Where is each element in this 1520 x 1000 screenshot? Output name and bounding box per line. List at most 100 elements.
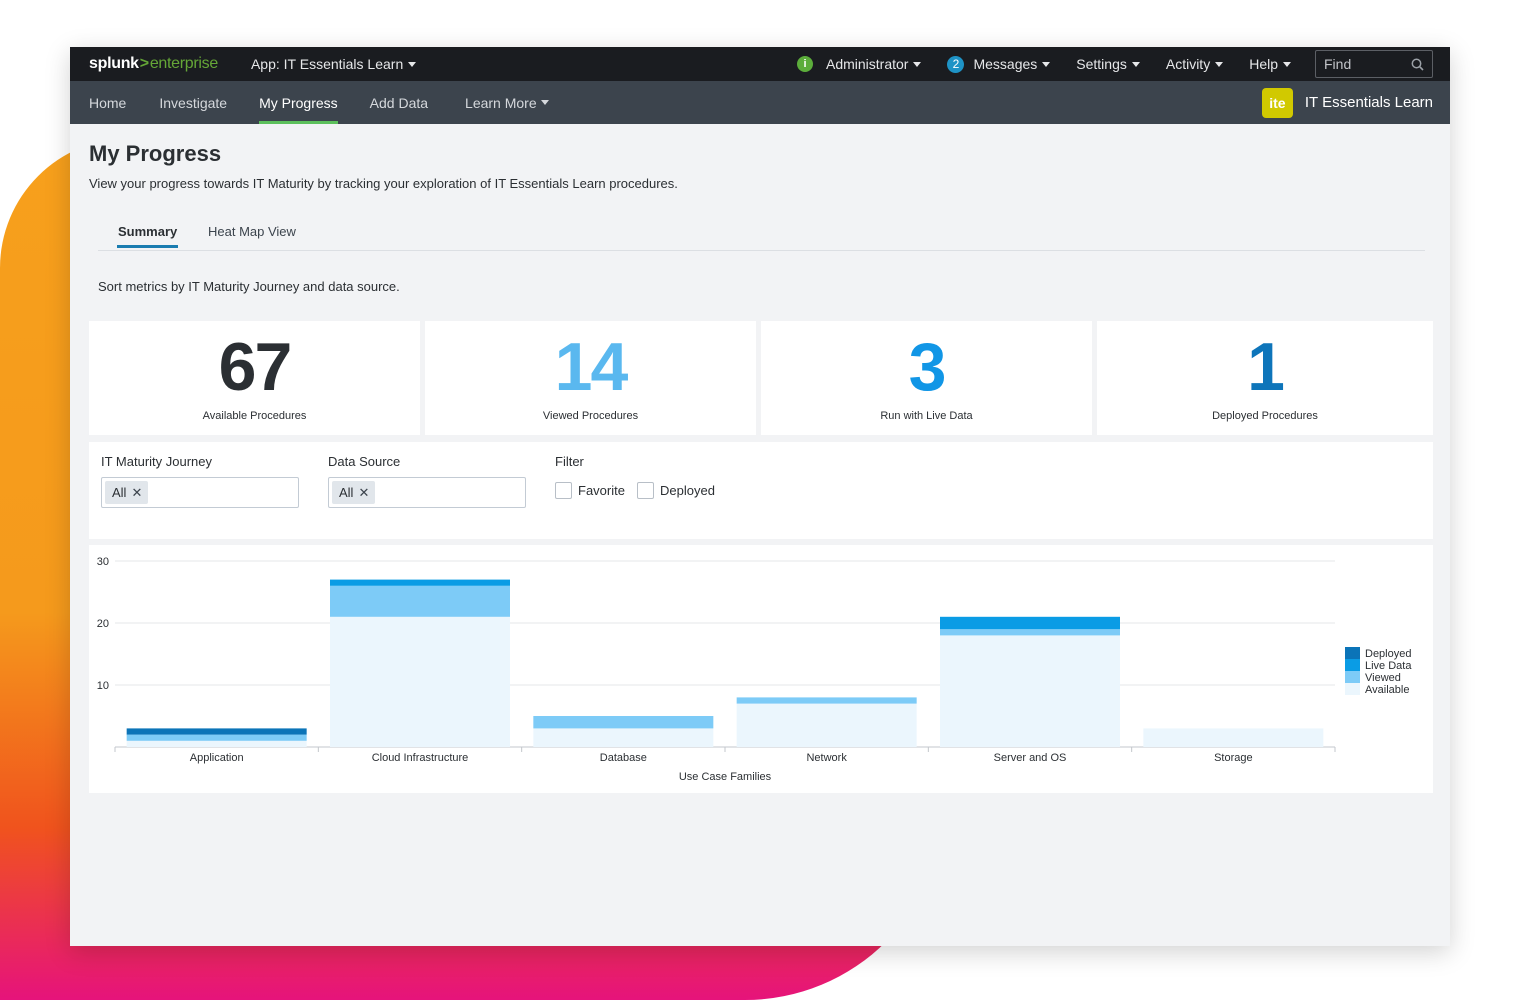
info-status-icon: i — [796, 56, 813, 72]
close-icon[interactable]: ✕ — [358, 484, 370, 500]
nav-item-my-progress[interactable]: My Progress — [259, 81, 338, 124]
chevron-down-icon — [1042, 61, 1051, 67]
checkbox-box[interactable] — [555, 482, 572, 499]
help-menu[interactable]: Help — [1249, 56, 1291, 72]
nav-item-home[interactable]: Home — [89, 81, 126, 124]
bar-segment-viewed — [126, 734, 307, 741]
chevron-down-icon — [1283, 61, 1291, 67]
metric-cards: 67 Available Procedures 14 Viewed Proced… — [89, 321, 1433, 435]
data-source-chip: All ✕ — [332, 481, 376, 504]
metric-value: 1 — [1247, 329, 1285, 405]
close-icon[interactable]: ✕ — [131, 484, 143, 500]
nav-label: Home — [89, 94, 127, 111]
user-menu-label: Administrator — [825, 56, 909, 72]
metric-label: Viewed Procedures — [542, 410, 639, 422]
journey-multiselect[interactable]: All ✕ — [101, 477, 299, 508]
bar-segment-available — [736, 703, 917, 747]
bar-segment-viewed — [330, 585, 510, 617]
activity-menu-label: Activity — [1165, 56, 1211, 72]
chevron-down-icon — [540, 100, 549, 105]
search-icon — [1411, 58, 1424, 71]
bar-segment-viewed — [533, 716, 714, 729]
settings-menu[interactable]: Settings — [1076, 56, 1140, 72]
find-input[interactable]: Find — [1315, 50, 1433, 78]
bar-segment-viewed — [940, 629, 1120, 636]
journey-label: IT Maturity Journey — [101, 454, 213, 469]
stacked-bar-chart: 10 20 30 Application Cloud Infrastructure Dat… — [97, 556, 1413, 783]
favorite-checkbox[interactable]: Favorite — [555, 482, 625, 499]
data-source-label: Data Source — [328, 454, 401, 469]
messages-menu-label: Messages — [973, 56, 1038, 72]
app-logo-badge: ite — [1261, 87, 1293, 118]
journey-chip: All ✕ — [105, 481, 149, 504]
app-menu-label: App: IT Essentials Learn — [250, 56, 404, 72]
x-tick-label: Application — [190, 752, 244, 764]
x-tick-label: Server and OS — [994, 752, 1067, 764]
metric-label: Run with Live Data — [880, 410, 973, 422]
checkbox-label: Favorite — [578, 483, 625, 498]
chevron-down-icon — [408, 61, 417, 67]
help-menu-label: Help — [1249, 56, 1278, 72]
bar-segment-live-data — [940, 616, 1120, 630]
metric-label: Available Procedures — [202, 410, 307, 422]
nav-label: My Progress — [259, 94, 338, 111]
metric-card-available: 67 Available Procedures — [89, 321, 420, 435]
chart-panel: 10 20 30 Application Cloud Infrastructure Dat… — [89, 545, 1433, 793]
legend-label: Viewed — [1365, 672, 1401, 684]
metric-label: Deployed Procedures — [1212, 410, 1318, 422]
legend-label: Live Data — [1365, 660, 1412, 672]
metric-value: 67 — [218, 329, 293, 405]
legend-swatch — [1345, 683, 1360, 695]
app-menu[interactable]: App: IT Essentials Learn — [250, 56, 417, 72]
chip-label: All — [339, 485, 354, 500]
sort-instructions: Sort metrics by IT Maturity Journey and … — [98, 279, 400, 294]
chevron-down-icon — [1131, 61, 1140, 67]
deployed-checkbox[interactable]: Deployed — [637, 482, 715, 499]
tab-heat-map-view[interactable]: Heat Map View — [208, 224, 296, 239]
app-identity[interactable]: ite IT Essentials Learn — [1261, 81, 1433, 124]
messages-menu[interactable]: 2 Messages — [947, 55, 1051, 73]
metric-card-viewed: 14 Viewed Procedures — [425, 321, 756, 435]
page-description: View your progress towards IT Maturity b… — [89, 176, 678, 191]
user-menu[interactable]: i Administrator — [796, 56, 922, 72]
x-tick-label: Database — [600, 752, 647, 764]
bar-segment-viewed — [736, 697, 917, 704]
tab-summary[interactable]: Summary — [116, 224, 179, 248]
nav-item-add-data[interactable]: Add Data — [370, 81, 428, 124]
nav-label: Add Data — [369, 94, 429, 111]
bar-segment-available — [940, 635, 1120, 747]
settings-menu-label: Settings — [1076, 56, 1127, 72]
tab-bar: Summary Heat Map View — [98, 220, 1425, 251]
logo-product-text: enterprise — [149, 55, 218, 72]
metric-value: 3 — [908, 329, 947, 405]
bar-segment-deployed — [126, 728, 307, 735]
bar-segment-available — [330, 616, 510, 747]
legend-label: Deployed — [1365, 648, 1411, 660]
bar-segment-available — [1143, 728, 1324, 747]
checkbox-box[interactable] — [637, 482, 654, 499]
nav-label: Investigate — [159, 94, 228, 111]
activity-menu[interactable]: Activity — [1165, 56, 1224, 72]
legend-swatch — [1345, 647, 1360, 659]
legend-swatch — [1345, 659, 1360, 671]
bar-segment-available — [126, 740, 307, 747]
nav-item-investigate[interactable]: Investigate — [159, 81, 227, 124]
nav-item-learn-more[interactable]: Learn More — [465, 81, 549, 124]
legend-label: Available — [1365, 684, 1409, 696]
data-source-multiselect[interactable]: All ✕ — [328, 477, 526, 508]
app-name: IT Essentials Learn — [1304, 94, 1433, 111]
page-title: My Progress — [89, 141, 222, 166]
x-tick-label: Network — [806, 752, 847, 764]
bar-segment-live-data — [330, 579, 510, 586]
chevron-down-icon — [1215, 61, 1224, 67]
x-axis-title: Use Case Families — [679, 771, 772, 783]
chip-label: All — [112, 485, 127, 500]
chevron-down-icon — [913, 61, 922, 67]
bar-segment-available — [533, 728, 714, 747]
splunk-logo[interactable]: splunk>enterprise — [89, 55, 218, 73]
x-tick-label: Cloud Infrastructure — [372, 752, 469, 764]
nav-label: Learn More — [465, 94, 537, 111]
logo-gt-glyph: > — [139, 55, 149, 72]
app-nav-bar: Home Investigate My Progress Add Data Le… — [70, 81, 1450, 124]
find-placeholder: Find — [1324, 56, 1352, 72]
